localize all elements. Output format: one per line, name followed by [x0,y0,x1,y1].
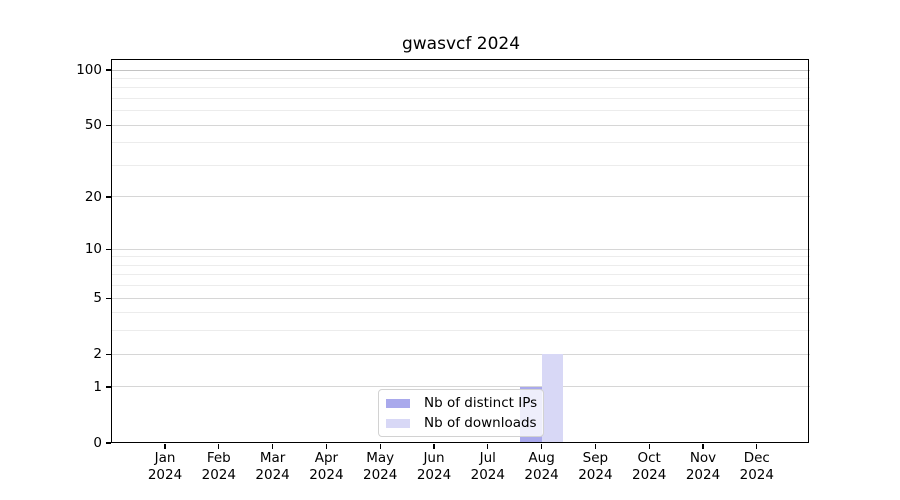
x-tick-label: Nov 2024 [686,450,720,483]
x-tick [648,444,650,449]
x-tick-month: Feb [206,450,231,466]
x-tick [487,444,489,449]
y-tick [106,248,111,250]
chart-title: gwasvcf 2024 [401,34,521,54]
x-tick-year: 2024 [255,466,290,483]
x-tick-label: Feb 2024 [202,450,236,483]
y-tick [106,353,111,355]
x-tick-month: Jul [479,450,496,466]
x-tick-year: 2024 [147,466,183,483]
x-tick-month: Sep [582,450,609,466]
x-tick [702,444,704,449]
y-tick-label: 100 [76,62,102,78]
x-tick-month: Jan [154,450,176,466]
x-tick-month: Apr [314,450,339,466]
x-tick-month: Jun [423,450,445,466]
gridline-minor [112,330,810,332]
gridline-major [112,196,810,198]
gridline-minor [112,312,810,314]
x-tick-year: 2024 [739,466,774,483]
gridline-major [112,353,810,355]
x-tick-label: Jan 2024 [148,450,182,483]
x-tick-month: Dec [743,450,770,466]
bar-downloads-aug [541,354,564,443]
y-tick-label: 50 [84,117,102,134]
gridline-minor [112,164,810,166]
y-tick-label: 1 [93,378,102,395]
x-tick-month: Oct [637,450,661,466]
gridline-minor [112,110,810,112]
gridline-minor [112,77,810,79]
x-tick-label: Aug 2024 [524,450,558,483]
x-tick-year: 2024 [632,466,667,483]
y-tick-label: 0 [93,435,102,451]
y-tick [106,69,111,71]
y-tick [106,386,111,388]
x-tick [433,444,435,449]
gridline-major [112,248,810,250]
plot-border [111,59,809,443]
gridline-minor [112,142,810,144]
gridline-minor [112,97,810,99]
x-tick [756,444,758,449]
x-tick-year: 2024 [416,466,452,483]
y-tick [106,124,111,126]
gridline-minor [112,274,810,276]
gridline-major [112,297,810,299]
x-tick [218,444,220,449]
legend-label: Nb of distinct IPs [424,395,538,411]
y-tick-label: 5 [93,290,102,307]
gridline-minor [112,264,810,266]
x-tick-year: 2024 [470,466,505,483]
x-tick-month: Aug [528,450,555,466]
x-tick-label: Jul 2024 [471,450,505,483]
x-tick-year: 2024 [201,466,236,483]
x-tick-label: Mar 2024 [255,450,289,483]
gridline-major [112,386,810,388]
gridline-minor [112,285,810,287]
y-tick-label: 20 [84,188,102,205]
x-tick [164,444,166,449]
x-tick [379,444,381,449]
x-tick [272,444,274,449]
legend-label: Nb of downloads [424,415,537,431]
x-tick [541,444,543,449]
y-tick [106,196,111,198]
x-tick-label: Jun 2024 [417,450,451,483]
x-tick-year: 2024 [578,466,613,483]
x-tick-label: Sep 2024 [578,450,612,483]
x-tick-year: 2024 [685,466,721,483]
x-tick-year: 2024 [363,466,398,483]
legend-item: Nb of distinct IPs [386,395,543,411]
x-tick [325,444,327,449]
x-tick-year: 2024 [309,466,344,483]
legend-swatch-distinct-ips [386,398,410,408]
gridline-major [112,69,810,71]
legend: Nb of distinct IPs Nb of downloads [378,389,544,437]
legend-item: Nb of downloads [386,415,543,431]
x-tick-label: Apr 2024 [309,450,343,483]
y-tick [106,442,111,444]
x-tick [594,444,596,449]
y-tick-label: 10 [84,241,102,258]
x-tick-label: Oct 2024 [632,450,666,483]
gridline-minor [112,87,810,89]
x-tick-label: May 2024 [363,450,397,483]
x-tick-month: Nov [689,450,717,466]
x-tick-month: May [366,450,395,466]
x-tick-label: Dec 2024 [740,450,774,483]
y-tick [106,297,111,299]
x-tick-year: 2024 [524,466,559,483]
legend-swatch-downloads [386,418,410,428]
gridline-minor [112,256,810,258]
y-tick-label: 2 [93,346,102,363]
x-tick-month: Mar [259,450,286,466]
gridline-major [112,124,810,126]
